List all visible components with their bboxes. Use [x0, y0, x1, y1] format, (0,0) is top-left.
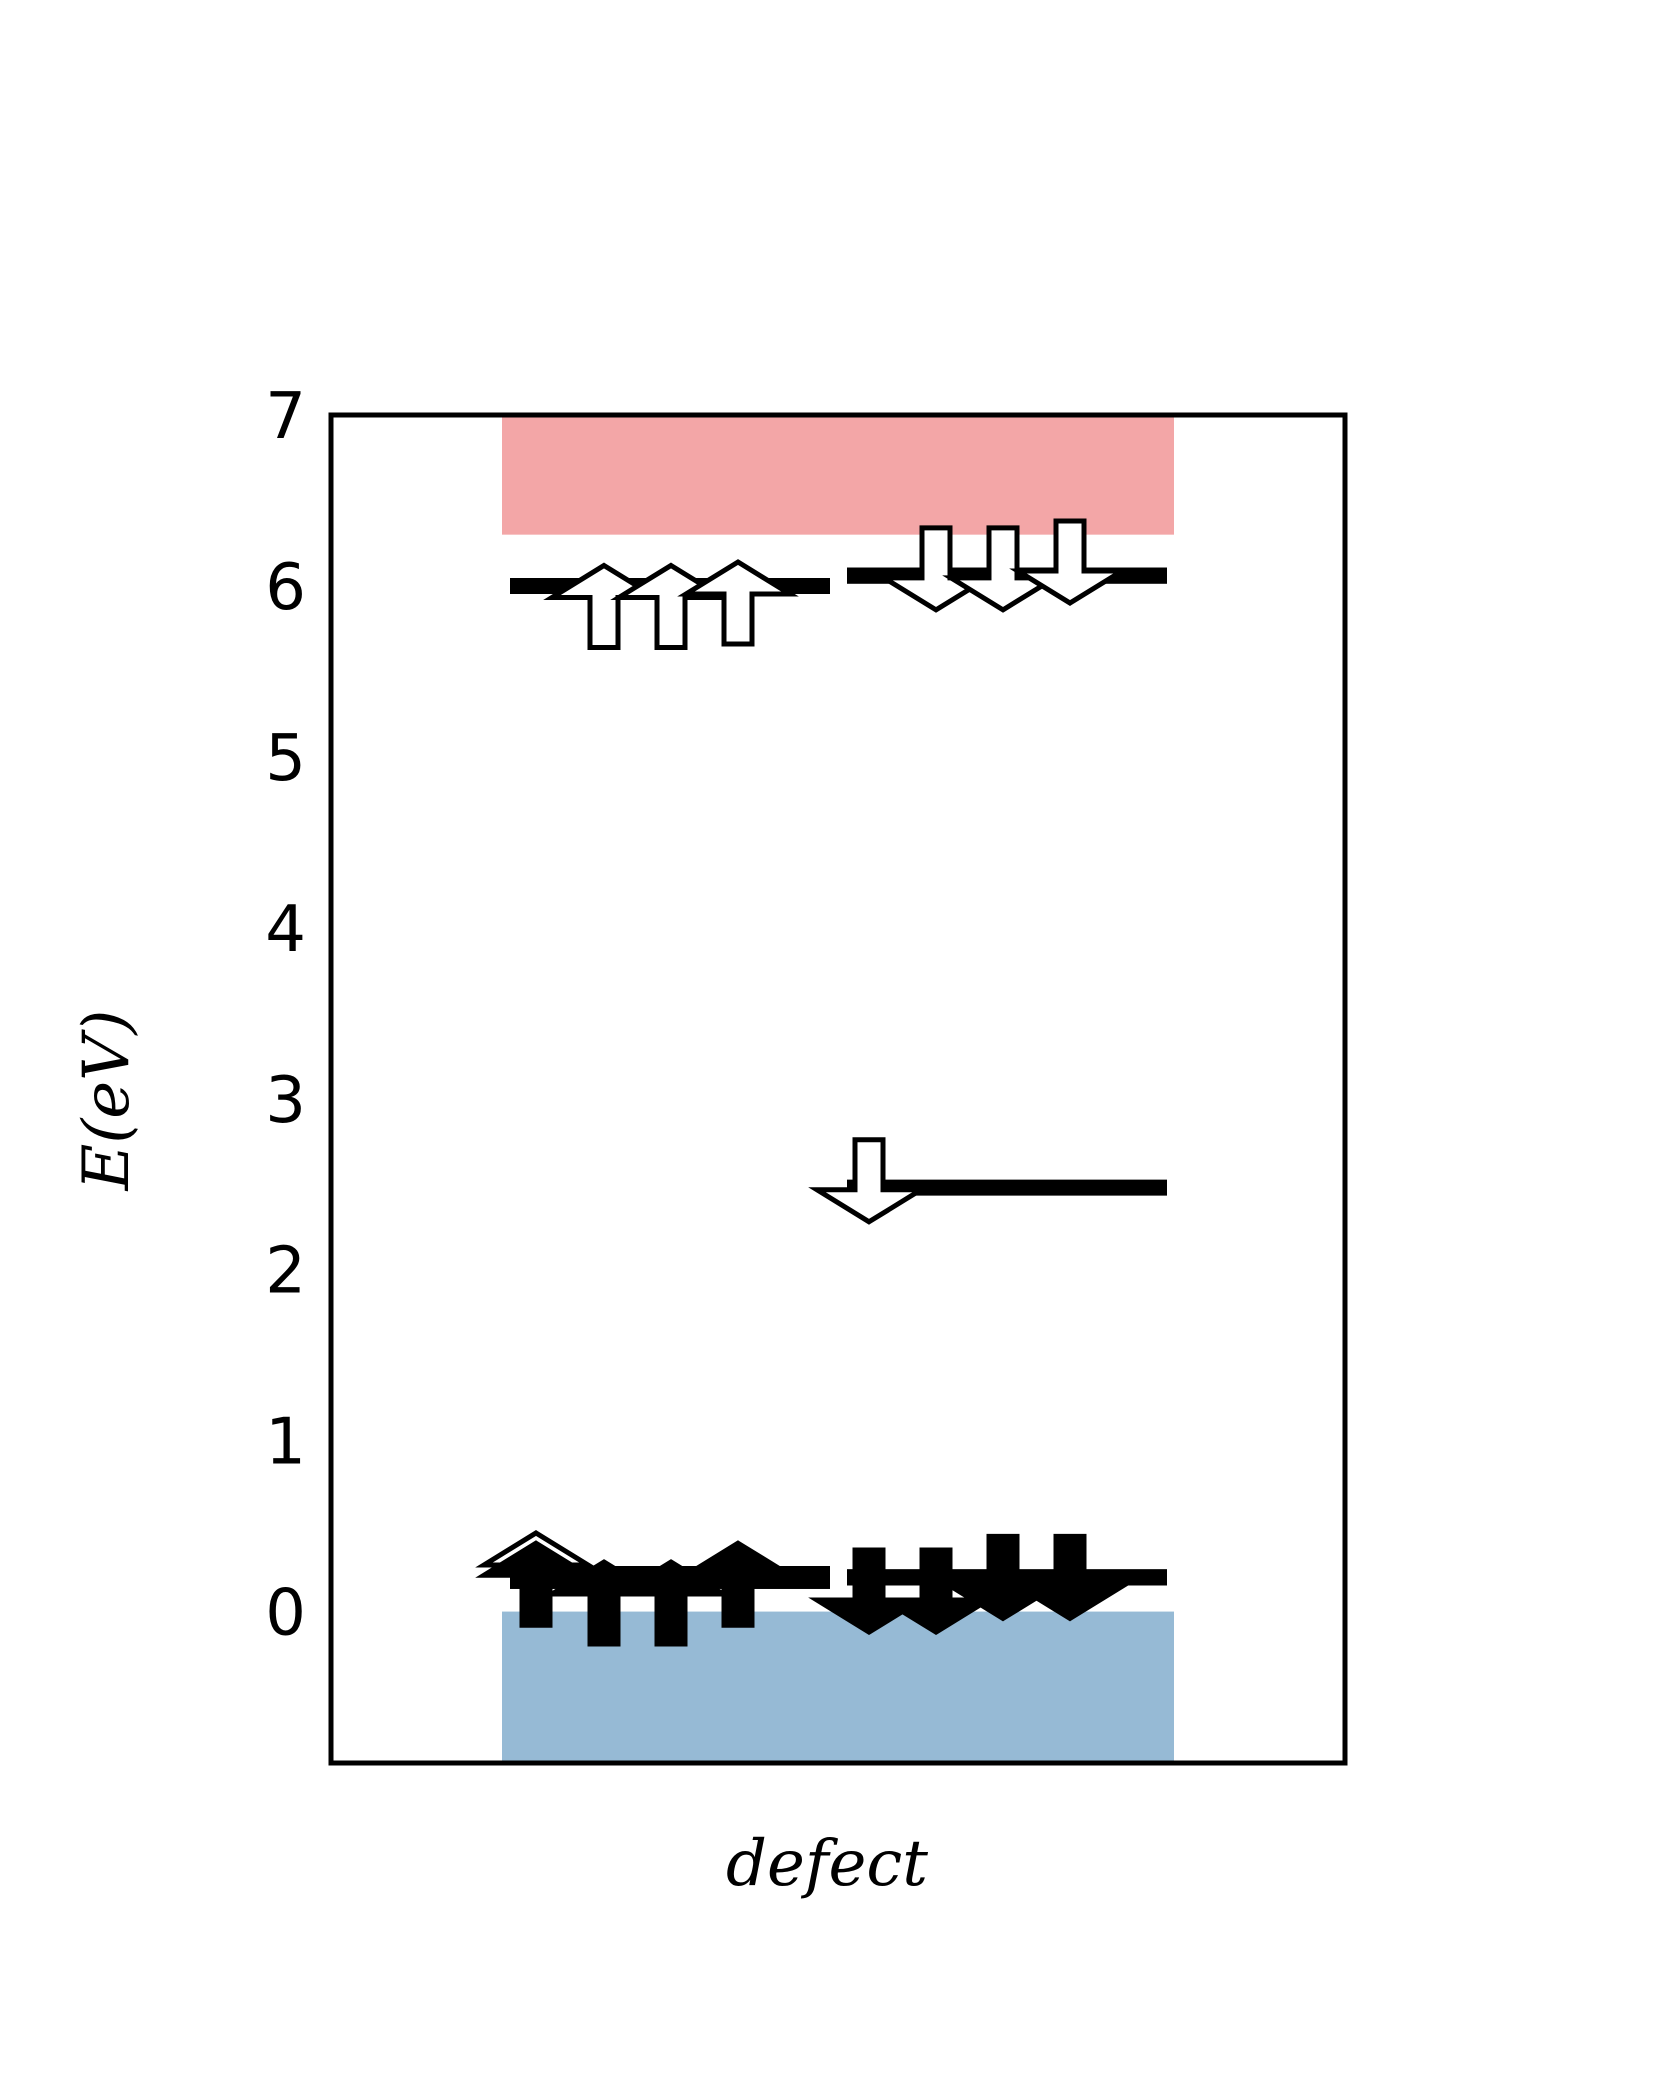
- arrows-layer: [475, 518, 1131, 1647]
- y-axis-ticks: 0 1 2 3 4 5 6 7: [265, 380, 306, 1651]
- y-tick-label: 6: [265, 551, 306, 625]
- y-axis-label: E(eV): [70, 1010, 144, 1192]
- levels-layer: [510, 567, 1167, 1589]
- spin-down-arrow: [808, 1137, 930, 1225]
- y-tick-label: 7: [265, 380, 306, 454]
- spin-up-arrow: [610, 1559, 732, 1647]
- y-tick-label: 1: [265, 1406, 306, 1480]
- conduction-band: [502, 415, 1174, 535]
- spin-up-arrow: [543, 562, 665, 650]
- spin-down-arrow: [1009, 518, 1131, 606]
- plot-frame: [328, 412, 1348, 1766]
- bands-layer: [502, 415, 1174, 1762]
- y-tick-label: 5: [265, 722, 306, 796]
- y-tick-label: 2: [265, 1235, 306, 1309]
- spin-up-arrow: [677, 1540, 799, 1628]
- spin-down-arrow: [1009, 1533, 1131, 1622]
- spin-up-arrow: [677, 559, 799, 647]
- y-tick-label: 3: [265, 1064, 306, 1138]
- x-axis-label: defect: [726, 1827, 928, 1901]
- spin-up-arrow: [475, 1540, 597, 1628]
- y-tick-label: 0: [265, 1577, 306, 1651]
- y-tick-label: 4: [265, 893, 306, 967]
- spin-up-arrow: [610, 562, 732, 650]
